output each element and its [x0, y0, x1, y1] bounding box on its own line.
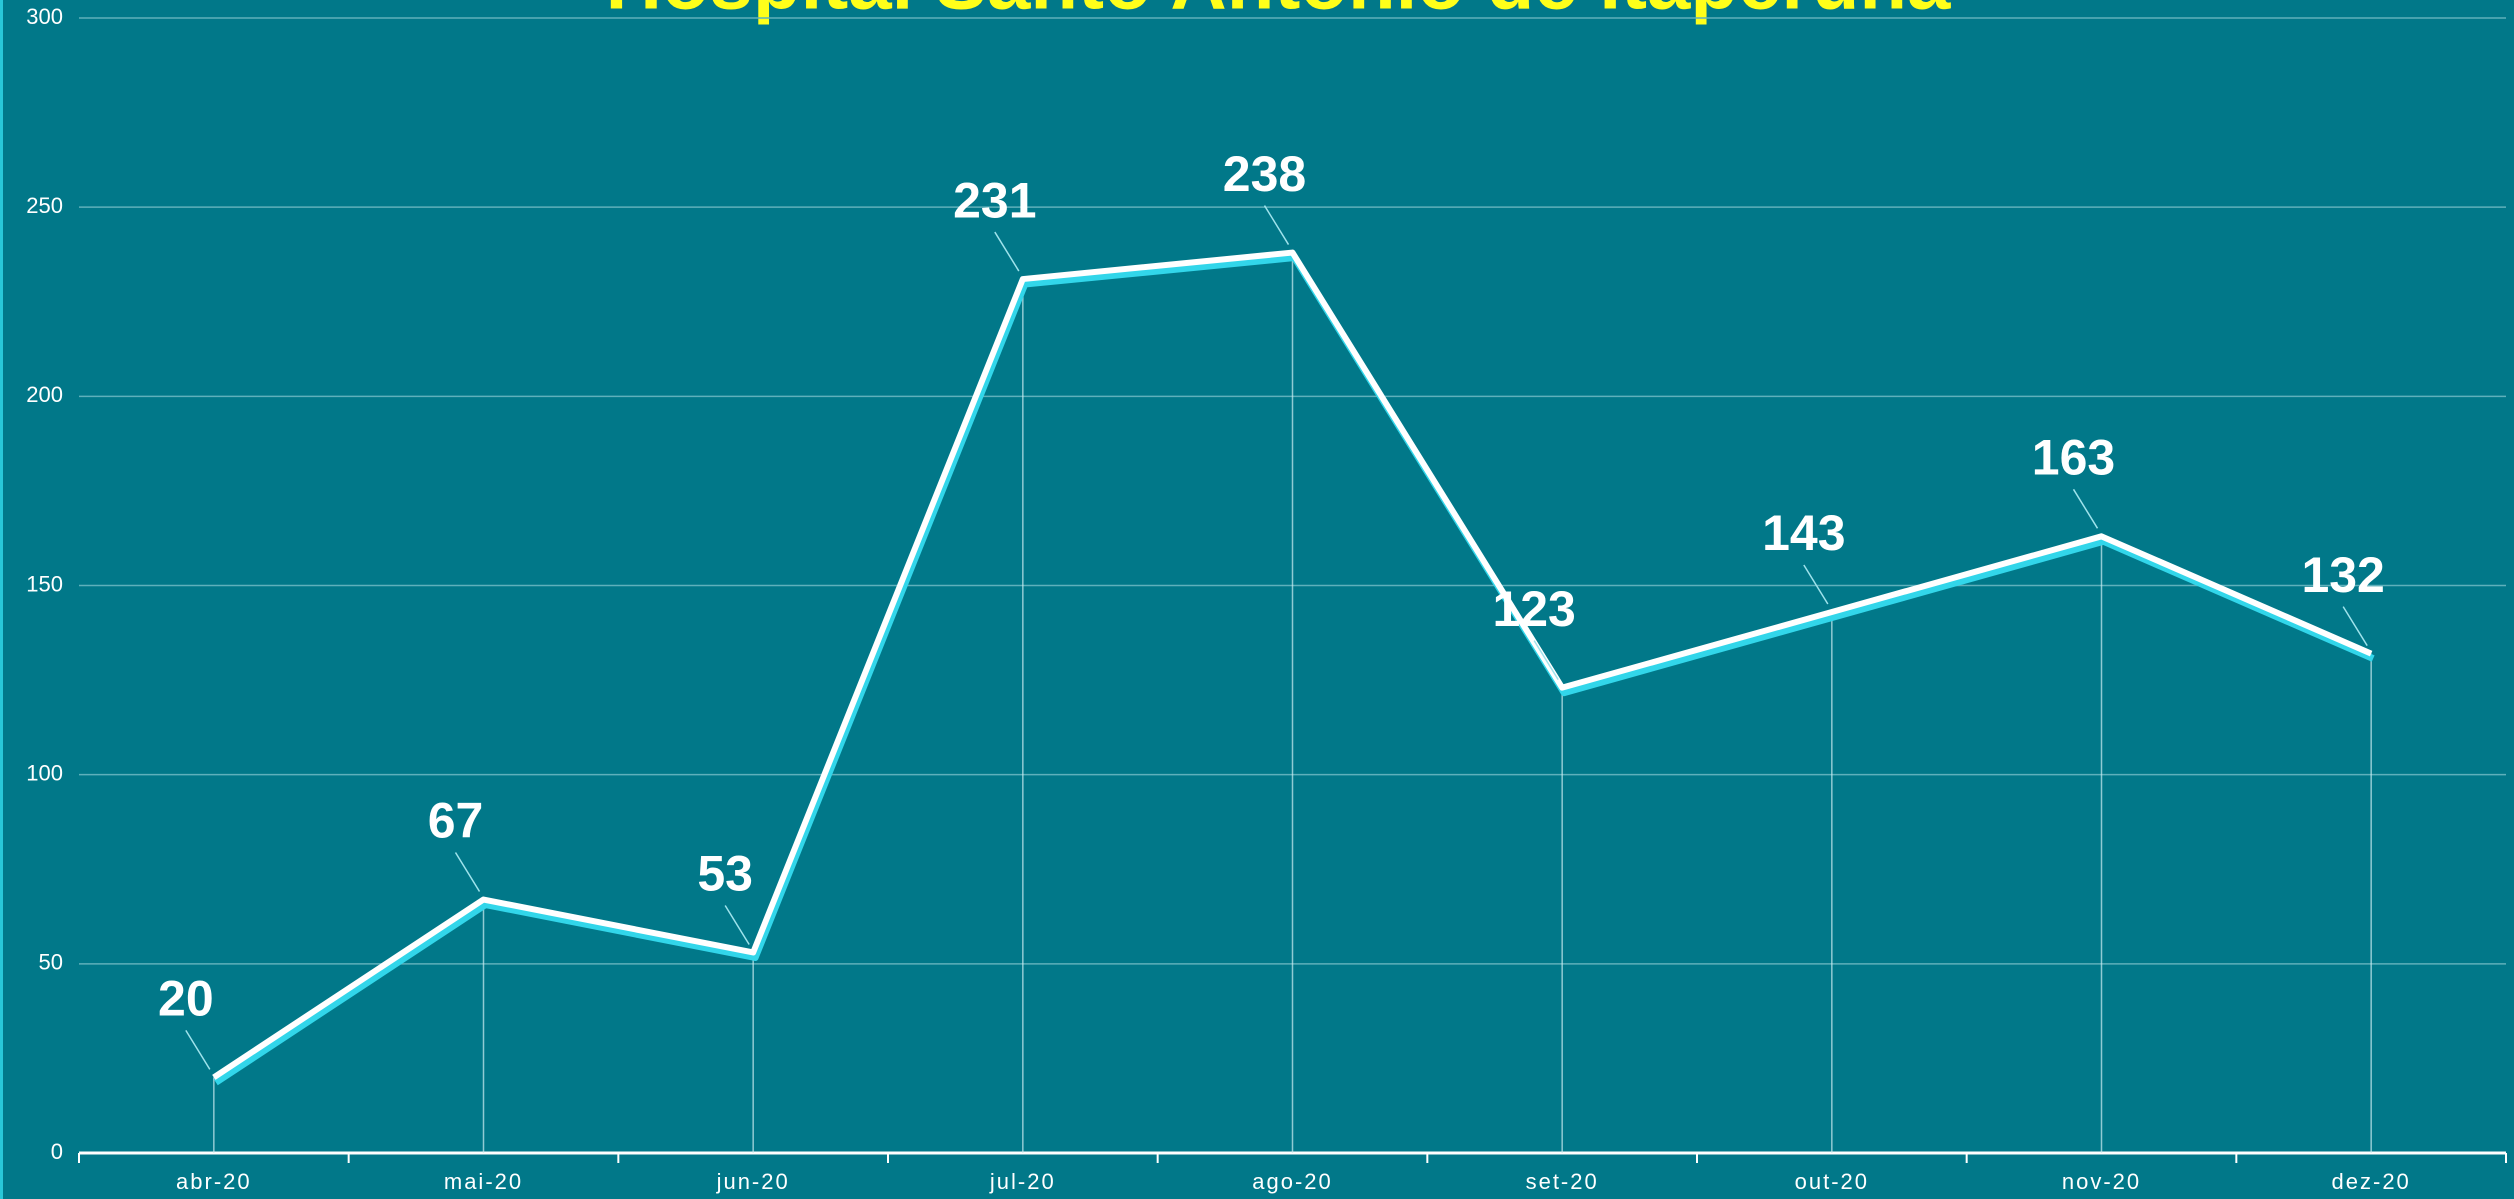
- data-label: 123: [1492, 581, 1575, 637]
- leader-line: [1533, 640, 1559, 681]
- leader-line: [185, 1029, 211, 1070]
- data-label: 163: [2032, 430, 2115, 486]
- data-label: 53: [697, 846, 753, 902]
- x-tick-label: jul-20: [989, 1169, 1056, 1194]
- y-tick-label: 250: [26, 193, 63, 218]
- leader-line: [1263, 205, 1290, 245]
- leader-line: [2072, 488, 2099, 529]
- data-label: 238: [1223, 146, 1306, 202]
- leader-line: [1803, 564, 1829, 605]
- x-tick-label: jun-20: [716, 1169, 790, 1194]
- y-tick-label: 150: [26, 571, 63, 596]
- x-tick-label: out-20: [1795, 1169, 1869, 1194]
- line: [212, 249, 2373, 1080]
- x-tick-label: dez-20: [2332, 1169, 2411, 1194]
- y-tick-label: 50: [39, 950, 63, 975]
- chart-title: Hospital Santo Antônio de Itaperuna: [606, 0, 1951, 26]
- y-tick-label: 100: [26, 760, 63, 785]
- data-label: 143: [1762, 505, 1845, 561]
- y-tick-label: 300: [26, 4, 63, 29]
- x-tick-label: ago-20: [1252, 1169, 1333, 1194]
- x-tick-label: nov-20: [2062, 1169, 2141, 1194]
- data-label: 231: [953, 172, 1036, 228]
- leader-line: [454, 852, 481, 892]
- data-label: 132: [2301, 547, 2384, 603]
- data-label: 67: [428, 793, 484, 849]
- y-tick-label: 0: [51, 1139, 63, 1164]
- y-tick-label: 200: [26, 382, 63, 407]
- data-label: 20: [158, 971, 214, 1027]
- leader-line: [994, 231, 1020, 272]
- x-tick-label: abr-20: [176, 1169, 252, 1194]
- leader-line: [2342, 606, 2368, 646]
- leader-line: [724, 905, 750, 945]
- x-tick-label: mai-20: [444, 1169, 523, 1194]
- x-tick-label: set-20: [1526, 1169, 1599, 1194]
